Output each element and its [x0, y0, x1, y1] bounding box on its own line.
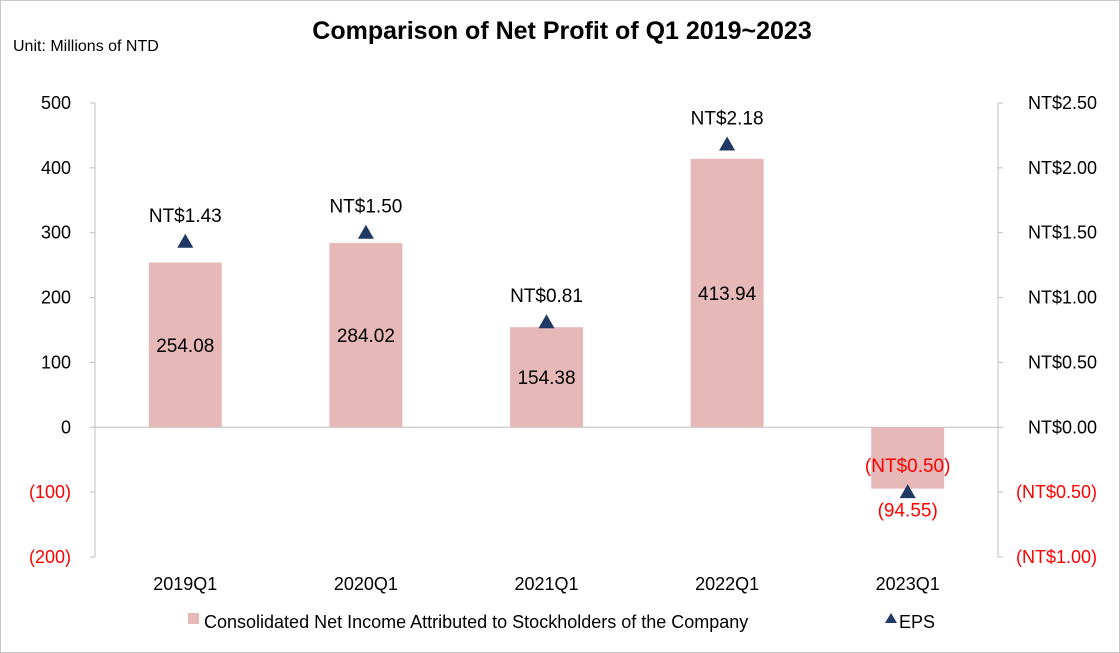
bar-value-label: 254.08 [156, 336, 214, 357]
bar-2021Q1 [510, 327, 583, 428]
left-tick-label: 0 [61, 417, 71, 437]
bar-value-label: 413.94 [698, 284, 757, 305]
legend-swatch-net-income [188, 613, 199, 624]
bar-2022Q1 [690, 158, 764, 428]
right-tick-label: NT$1.50 [1028, 223, 1097, 243]
left-tick-label: (200) [29, 547, 71, 567]
eps-value-label: NT$1.50 [329, 197, 402, 218]
bar-value-label: (94.55) [878, 501, 938, 522]
eps-marker-2020Q1 [357, 224, 374, 239]
eps-marker-2019Q1 [177, 233, 194, 248]
left-tick-label: 300 [41, 223, 71, 243]
eps-value-label: NT$0.81 [510, 286, 583, 307]
bar-value-label: 154.38 [517, 368, 575, 389]
right-tick-label: NT$1.00 [1028, 288, 1097, 308]
eps-value-label: NT$2.18 [691, 109, 764, 130]
x-tick-label: 2019Q1 [153, 574, 217, 594]
bar-2019Q1 [148, 262, 222, 428]
x-tick-label: 2020Q1 [334, 574, 398, 594]
right-tick-label: (NT$0.50) [1016, 482, 1097, 502]
right-tick-label: NT$0.00 [1028, 417, 1097, 437]
eps-value-label: NT$1.43 [149, 206, 222, 227]
left-tick-label: 400 [41, 158, 71, 178]
bar-2020Q1 [329, 243, 403, 428]
left-tick-label: 500 [41, 93, 71, 113]
legend-label-eps: EPS [899, 612, 935, 632]
eps-marker-2021Q1 [538, 314, 555, 329]
unit-label: Unit: Millions of NTD [13, 38, 159, 55]
left-tick-label: 100 [41, 352, 71, 372]
plot-area: 500 400 300 200 100 0 (100) (200) NT$2.50 NT$2.00… [29, 93, 1097, 594]
eps-value-label: (NT$0.50) [865, 456, 951, 477]
x-tick-label: 2022Q1 [695, 574, 759, 594]
right-tick-label: NT$2.00 [1028, 158, 1097, 178]
legend-label-net-income: Consolidated Net Income Attributed to St… [204, 612, 748, 632]
bar-2023Q1 [871, 427, 945, 489]
left-tick-label: 200 [41, 288, 71, 308]
x-tick-label: 2023Q1 [876, 574, 940, 594]
chart-title: Comparison of Net Profit of Q1 2019~2023 [312, 17, 811, 45]
eps-marker-2023Q1 [899, 484, 916, 499]
right-tick-label: (NT$1.00) [1016, 547, 1097, 567]
right-tick-label: NT$0.50 [1028, 352, 1097, 372]
right-tick-label: NT$2.50 [1028, 93, 1097, 113]
legend: Consolidated Net Income Attributed to St… [188, 612, 935, 632]
bar-value-label: 284.02 [337, 326, 395, 347]
eps-marker-2022Q1 [719, 136, 736, 151]
legend-swatch-eps [885, 613, 897, 623]
left-tick-label: (100) [29, 482, 71, 502]
x-tick-label: 2021Q1 [514, 574, 578, 594]
